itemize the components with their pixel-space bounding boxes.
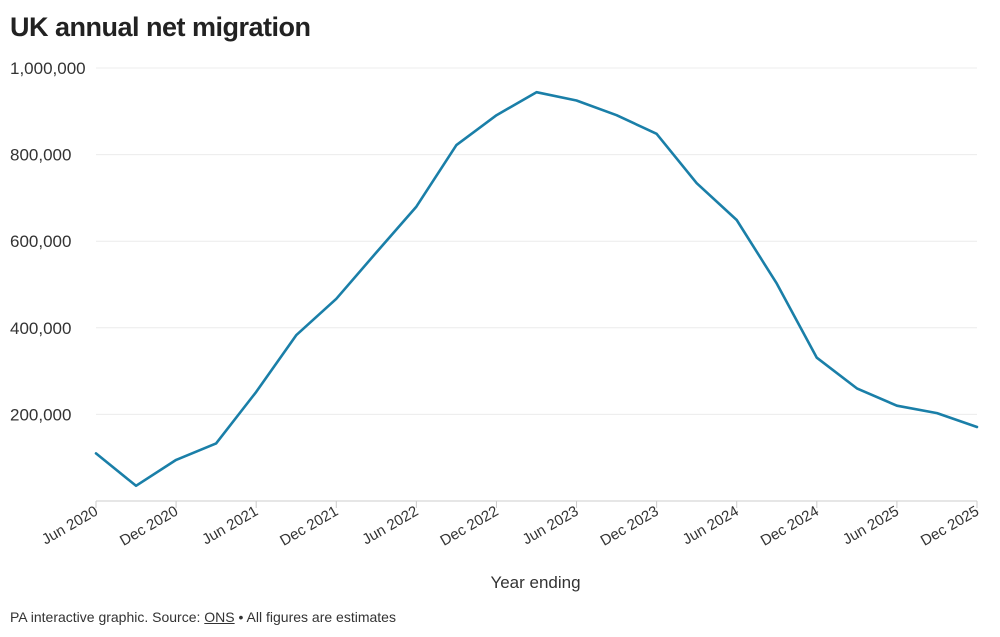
- x-axis-label: Year ending: [490, 573, 580, 592]
- x-tick-label: Jun 2025: [840, 503, 902, 549]
- gridlines: [96, 67, 977, 415]
- y-tick-label: 400,000: [10, 319, 71, 338]
- footer-prefix: PA interactive graphic. Source:: [10, 609, 205, 625]
- x-tick-label: Jun 2023: [520, 503, 582, 549]
- y-tick-label: 800,000: [10, 146, 71, 165]
- y-tick-label: 200,000: [10, 405, 71, 424]
- x-axis: Jun 2020 Dec 2020 Jun 2021 Dec 2021 Jun 2022…: [39, 500, 982, 550]
- source-link[interactable]: ONS: [204, 609, 235, 625]
- x-tick-label: Dec 2022: [437, 503, 501, 550]
- y-tick-label: 1,000,000: [10, 59, 86, 78]
- footer-note: PA interactive graphic. Source: ONS • Al…: [10, 609, 396, 625]
- footer-suffix: • All figures are estimates: [234, 609, 396, 625]
- series-line: [94, 90, 979, 488]
- x-tick-label: Jun 2020: [39, 503, 101, 549]
- y-axis-ticks: 200,000 400,000 600,000 800,000 1,000,000: [10, 59, 86, 424]
- chart-title: UK annual net migration: [10, 12, 311, 42]
- series-group: [94, 90, 979, 488]
- x-tick-label: Jun 2021: [199, 503, 261, 549]
- x-tick-label: Dec 2025: [918, 503, 982, 550]
- x-tick-label: Dec 2020: [117, 503, 181, 550]
- x-tick-label: Dec 2023: [598, 503, 662, 550]
- x-tick-label: Jun 2024: [680, 503, 742, 549]
- x-tick-label: Jun 2022: [359, 503, 421, 549]
- y-tick-label: 600,000: [10, 232, 71, 251]
- x-tick-label: Dec 2024: [758, 503, 822, 550]
- x-tick-label: Dec 2021: [277, 503, 341, 550]
